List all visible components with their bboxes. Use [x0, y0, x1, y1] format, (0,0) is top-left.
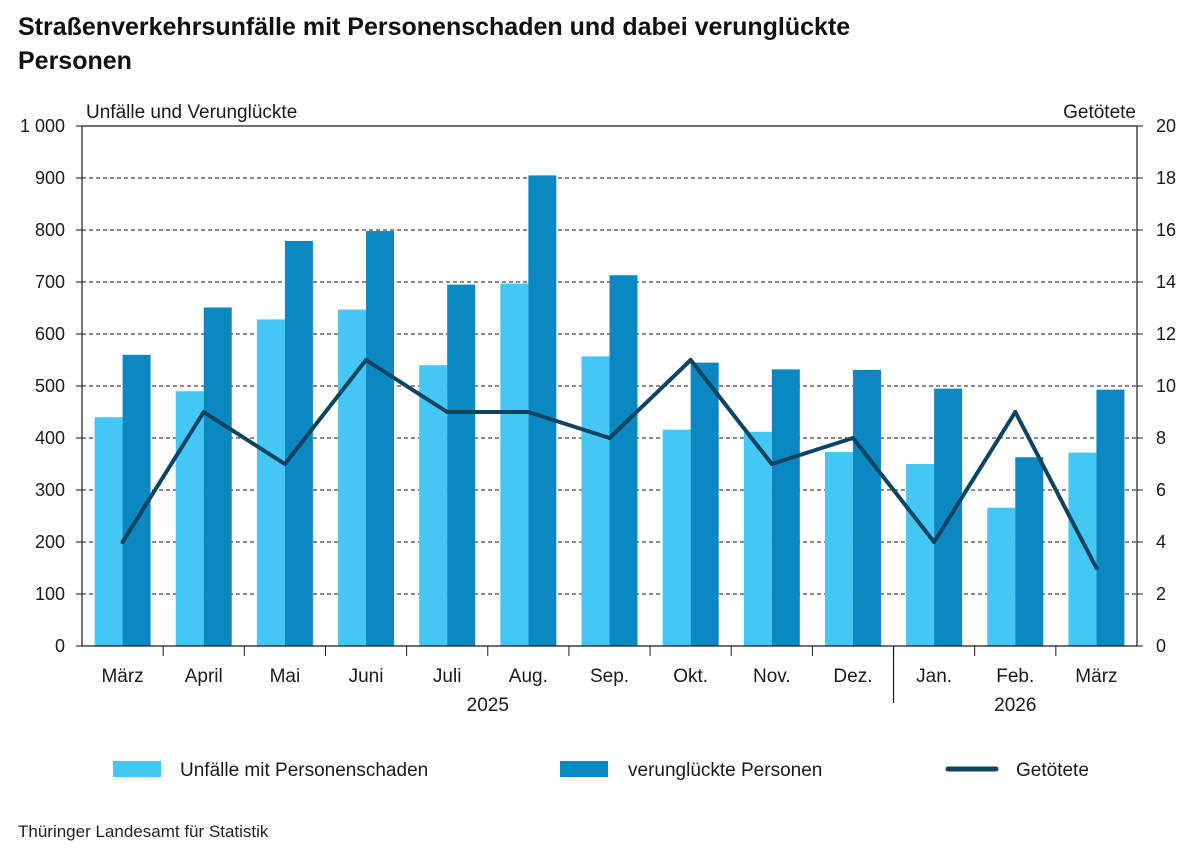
y2-tick-label: 20 — [1156, 116, 1176, 136]
y-tick-label: 100 — [35, 584, 65, 604]
x-tick-label: Sep. — [590, 666, 629, 687]
bar-verunglueckte — [447, 284, 476, 646]
y-axis-label: Unfälle und Verunglückte — [86, 102, 297, 123]
line-series — [120, 358, 1099, 570]
y-tick-label: 200 — [35, 532, 65, 552]
bar-verunglueckte — [690, 362, 719, 646]
y2-tick-label: 8 — [1156, 428, 1166, 448]
bar-verunglueckte — [528, 175, 557, 646]
bar-series — [94, 175, 1125, 647]
bar-verunglueckte — [1015, 457, 1044, 646]
y2-tick-label: 12 — [1156, 324, 1176, 344]
legend-label-getoetete: Getötete — [1016, 760, 1089, 781]
x-tick-label: Jan. — [916, 666, 952, 687]
y2-tick-label: 14 — [1156, 272, 1176, 292]
y-tick-label: 600 — [35, 324, 65, 344]
x-tick-label: Okt. — [673, 666, 708, 687]
bar-unfaelle — [581, 356, 610, 646]
bar-unfaelle — [662, 429, 691, 646]
x-tick-label: März — [101, 666, 143, 687]
source-note: Thüringer Landesamt für Statistik — [18, 822, 269, 841]
bar-verunglueckte — [852, 369, 881, 646]
y2-tick-label: 16 — [1156, 220, 1176, 240]
x-tick-label: Feb. — [996, 666, 1034, 687]
bar-verunglueckte — [609, 275, 638, 646]
y-tick-label: 1 000 — [20, 116, 65, 136]
y2-tick-label: 18 — [1156, 168, 1176, 188]
y-tick-label: 800 — [35, 220, 65, 240]
line-point-getoetete — [769, 462, 774, 466]
legend-label-verunglueckte: verunglückte Personen — [628, 760, 822, 781]
chart-title: Straßenverkehrsunfälle mit Personenschad… — [18, 13, 851, 75]
line-point-getoetete — [201, 410, 206, 414]
line-point-getoetete — [445, 410, 450, 414]
axes — [76, 125, 1143, 703]
y2-tick-label: 6 — [1156, 480, 1166, 500]
legend-swatch-verunglueckte — [560, 761, 608, 777]
bar-verunglueckte — [771, 369, 800, 646]
bar-unfaelle — [906, 464, 935, 646]
year-label: 2026 — [994, 695, 1036, 716]
legend-swatch-unfaelle — [113, 761, 161, 777]
x-tick-label: Mai — [270, 666, 301, 687]
line-point-getoetete — [850, 436, 855, 440]
x-tick-label: Aug. — [509, 666, 548, 687]
y-tick-label: 400 — [35, 428, 65, 448]
bar-verunglueckte — [366, 231, 395, 647]
y2-axis-label: Getötete — [1063, 102, 1136, 123]
line-point-getoetete — [1094, 566, 1099, 570]
bar-unfaelle — [256, 319, 285, 646]
y2-tick-label: 4 — [1156, 532, 1166, 552]
legend-label-unfaelle: Unfälle mit Personenschaden — [180, 760, 428, 781]
bar-unfaelle — [500, 283, 529, 646]
bar-unfaelle — [175, 391, 204, 646]
line-point-getoetete — [1013, 410, 1018, 414]
bar-unfaelle — [419, 365, 448, 646]
x-tick-label: Dez. — [833, 666, 872, 687]
line-point-getoetete — [120, 540, 125, 544]
bar-unfaelle — [338, 309, 367, 646]
bar-verunglueckte — [122, 354, 151, 646]
x-tick-label: April — [185, 666, 223, 687]
y2-tick-label: 0 — [1156, 636, 1166, 656]
y-tick-label: 900 — [35, 168, 65, 188]
y2-tick-label: 10 — [1156, 376, 1176, 396]
bar-unfaelle — [824, 452, 853, 646]
line-point-getoetete — [282, 462, 287, 466]
x-tick-label: Juni — [349, 666, 384, 687]
legend: Unfälle mit Personenschaden verunglückte … — [113, 760, 1089, 781]
y-tick-label: 700 — [35, 272, 65, 292]
y-tick-label: 0 — [55, 636, 65, 656]
line-point-getoetete — [607, 436, 612, 440]
y-tick-label: 300 — [35, 480, 65, 500]
year-label: 2025 — [467, 695, 509, 716]
tick-labels: 0 100 200 300 400 500 600 700 800 900 1 000 0 2 4 6 8 10… — [20, 116, 1176, 716]
x-tick-label: Juli — [433, 666, 462, 687]
bar-unfaelle — [1068, 452, 1097, 646]
line-point-getoetete — [932, 540, 937, 544]
line-point-getoetete — [526, 410, 531, 414]
line-point-getoetete — [364, 358, 369, 362]
bar-unfaelle — [743, 431, 772, 646]
y-tick-label: 500 — [35, 376, 65, 396]
line-point-getoetete — [688, 358, 693, 362]
bar-unfaelle — [94, 417, 123, 646]
x-tick-label: Nov. — [753, 666, 791, 687]
bar-unfaelle — [987, 507, 1016, 646]
bar-verunglueckte — [203, 307, 232, 646]
bar-verunglueckte — [1096, 389, 1125, 646]
x-tick-label: März — [1075, 666, 1117, 687]
y2-tick-label: 2 — [1156, 584, 1166, 604]
